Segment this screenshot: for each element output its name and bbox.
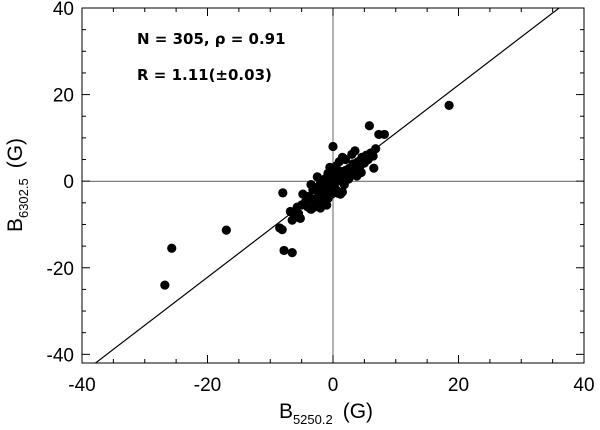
x-axis-label-unit: (G) — [343, 400, 373, 423]
y-tick-label: -20 — [47, 259, 74, 280]
data-point — [364, 121, 374, 131]
x-axis-label: B5250.2 (G) — [279, 400, 373, 427]
data-point — [312, 172, 322, 182]
data-point — [345, 171, 356, 181]
data-point — [306, 180, 316, 190]
data-point — [330, 164, 340, 174]
y-axis-label-sub: 6302.5 — [16, 178, 31, 218]
data-point — [347, 149, 357, 159]
data-point — [444, 100, 454, 111]
x-tick-label: 40 — [573, 375, 594, 396]
data-points — [160, 100, 454, 290]
data-point — [337, 187, 348, 197]
y-axis-label: B6302.5 (G) — [4, 138, 31, 232]
x-axis-label-main: B — [279, 400, 293, 423]
y-tick-label: 0 — [63, 172, 74, 193]
data-point — [369, 163, 379, 173]
x-tick-label: 0 — [328, 375, 339, 396]
annotation-ratio: R = 1.11(±0.03) — [137, 66, 272, 84]
data-point — [371, 144, 381, 154]
data-point — [279, 245, 289, 256]
data-point — [221, 225, 231, 235]
data-point — [278, 188, 288, 198]
y-tick-label: 40 — [53, 0, 74, 20]
data-point — [287, 248, 297, 258]
data-point — [327, 176, 337, 186]
x-tick-label: 20 — [448, 375, 469, 396]
data-point — [323, 168, 333, 178]
y-tick-label: 20 — [53, 86, 74, 107]
axis-ticks: -40 -20 0 20 40 -40 -20 0 20 40 — [47, 0, 595, 396]
data-point — [339, 180, 349, 190]
x-tick-label: -40 — [68, 375, 95, 396]
data-point — [327, 189, 337, 199]
data-point — [160, 280, 170, 290]
data-point — [318, 183, 329, 193]
data-point — [379, 129, 390, 140]
data-point — [297, 200, 307, 210]
data-point — [309, 196, 319, 206]
y-axis-label-main: B — [4, 218, 27, 232]
data-point — [277, 225, 287, 235]
annotation-stats: N = 305, ρ = 0.91 — [137, 30, 286, 48]
data-point — [328, 141, 338, 152]
data-point — [337, 152, 348, 162]
data-point — [293, 209, 304, 219]
x-tick-label: -20 — [194, 375, 221, 396]
y-axis-label-unit: (G) — [4, 138, 27, 168]
x-axis-label-sub: 5250.2 — [293, 412, 333, 427]
data-point — [368, 151, 378, 161]
y-tick-label: -40 — [47, 345, 74, 366]
data-point — [298, 189, 308, 199]
data-point — [322, 200, 332, 210]
data-point — [167, 243, 177, 253]
